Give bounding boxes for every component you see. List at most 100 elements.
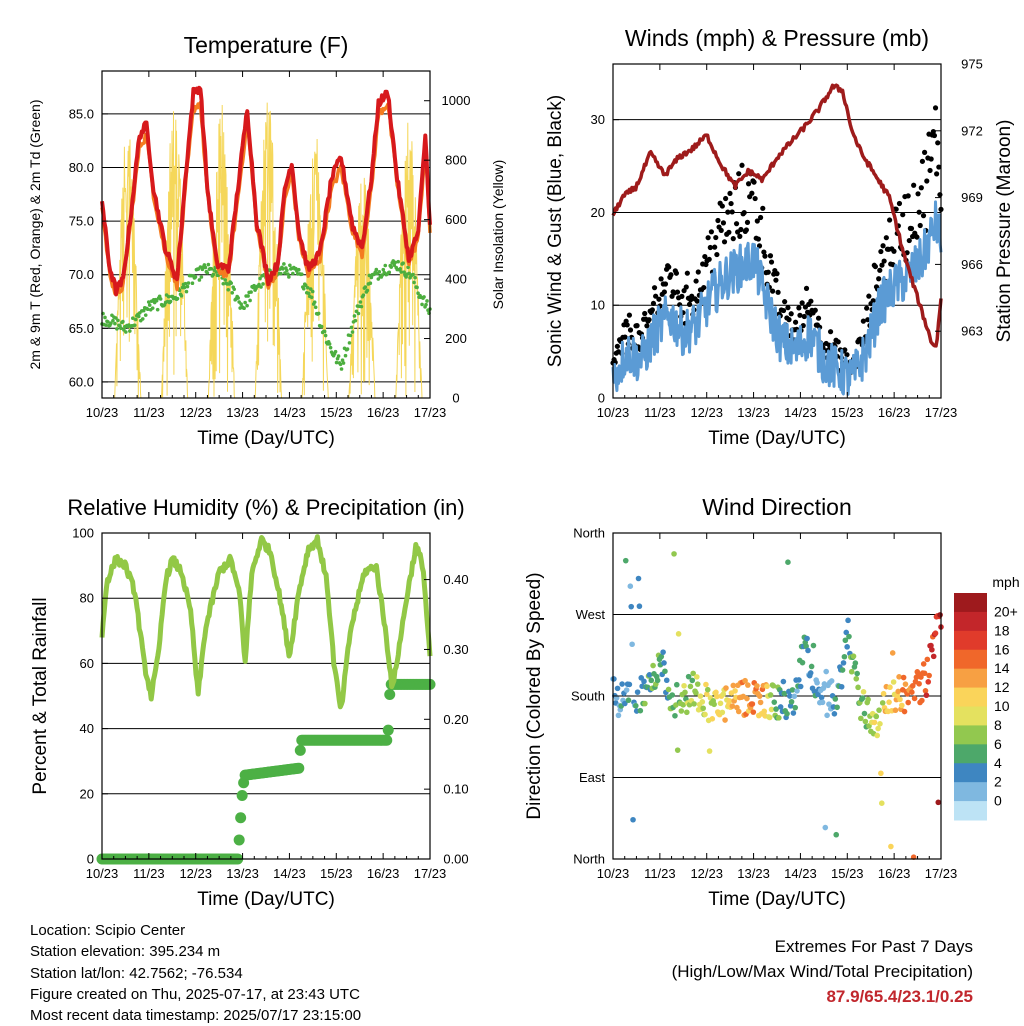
gust-point — [634, 323, 640, 329]
dewpoint-point — [349, 325, 354, 330]
direction-point — [720, 691, 727, 698]
direction-point — [791, 693, 798, 700]
gust-point — [919, 158, 926, 164]
direction-point — [789, 687, 796, 693]
temperature-xtick-label: 12/23 — [179, 405, 212, 420]
dewpoint-point — [158, 297, 163, 301]
temperature-ytick-label: 75.0 — [69, 214, 94, 229]
dewpoint-point — [309, 295, 314, 300]
direction-point — [757, 699, 764, 706]
solar-insolation-line — [114, 139, 142, 399]
gust-point — [893, 206, 899, 212]
dewpoint-point — [340, 358, 345, 363]
colorbar-swatch — [954, 668, 987, 689]
direction-point — [862, 718, 869, 725]
extremes-subtitle: (High/Low/Max Wind/Total Precipitation) — [671, 962, 973, 981]
direction-point — [921, 670, 928, 677]
gust-point — [743, 227, 749, 233]
direction-point — [845, 617, 851, 624]
dewpoint-point — [336, 354, 341, 358]
dewpoint-point — [242, 306, 246, 311]
direction-point — [922, 687, 929, 694]
gust-point — [683, 284, 689, 290]
dewpoint-point — [404, 275, 408, 279]
gust-point — [658, 276, 664, 282]
direction-point — [767, 692, 774, 698]
gust-point — [650, 300, 657, 307]
direction-point — [694, 681, 701, 687]
solar-insolation-line — [301, 138, 329, 399]
colorbar-swatch — [954, 687, 987, 707]
colorbar-swatch — [954, 782, 987, 802]
direction-point — [878, 800, 885, 807]
gust-point — [713, 234, 719, 241]
winds-y2label: Station Pressure (Maroon) — [994, 120, 1015, 343]
gust-point — [762, 253, 768, 259]
dewpoint-point — [147, 303, 152, 307]
direction-point — [804, 635, 810, 642]
wind-direction-xtick-label: 10/23 — [597, 866, 630, 881]
gust-point — [908, 225, 915, 232]
direction-point — [771, 699, 778, 705]
direction-point — [756, 693, 763, 699]
temperature-xtick-label: 17/23 — [414, 405, 447, 420]
temperature-panel: 10/23 11/23 12/23 13/23 14/23 15/23 16/23 17/23… — [27, 32, 506, 449]
direction-point — [625, 697, 632, 704]
dewpoint-point — [303, 283, 308, 288]
gust-point — [773, 277, 779, 283]
direction-point — [693, 690, 699, 696]
colorbar-swatch — [954, 611, 987, 632]
colorbar-label: 14 — [994, 660, 1010, 676]
dewpoint-point — [115, 327, 119, 331]
colorbar-swatch — [954, 649, 987, 670]
wind-direction-data — [610, 551, 944, 860]
direction-point — [635, 575, 642, 582]
direction-point — [880, 690, 887, 697]
gust-point — [922, 149, 928, 155]
direction-point — [925, 679, 932, 685]
dewpoint-point — [258, 276, 262, 281]
dewpoint-series — [100, 259, 432, 371]
dewpoint-point — [363, 285, 368, 289]
dewpoint-point — [287, 275, 291, 279]
colorbar-label: 10 — [994, 698, 1010, 714]
dewpoint-point — [288, 263, 292, 268]
gust-point — [644, 323, 650, 329]
dewpoint-point — [155, 307, 160, 312]
dewpoint-point — [114, 316, 118, 320]
direction-point — [886, 699, 892, 705]
dewpoint-point — [377, 270, 382, 274]
dewpoint-point — [145, 307, 150, 312]
direction-point — [909, 682, 916, 689]
dewpoint-point — [283, 271, 287, 275]
precipitation-point — [384, 689, 396, 701]
direction-point — [895, 688, 901, 695]
humidity-xtick-label: 13/23 — [226, 866, 259, 881]
dewpoint-point — [193, 275, 198, 279]
direction-point — [634, 689, 641, 695]
gust-point — [674, 289, 681, 295]
direction-point — [846, 633, 852, 640]
colorbar-swatch — [954, 593, 987, 613]
temperature-xtick-label: 13/23 — [226, 405, 259, 420]
dewpoint-point — [113, 321, 117, 326]
direction-point — [842, 637, 849, 644]
precipitation-point — [382, 724, 394, 736]
gust-point — [800, 323, 806, 329]
direction-point — [807, 670, 814, 676]
direction-point — [855, 684, 861, 691]
gust-point — [646, 317, 652, 323]
direction-point — [654, 677, 661, 684]
wind-direction-ytick-label: East — [579, 770, 605, 785]
gust-point — [782, 299, 788, 305]
dewpoint-point — [383, 263, 388, 268]
direction-point — [861, 710, 868, 717]
dewpoint-point — [150, 306, 155, 310]
direction-point — [879, 700, 886, 706]
dewpoint-point — [285, 268, 289, 273]
gust-point — [827, 329, 834, 335]
dewpoint-point — [166, 294, 171, 299]
gust-point — [765, 269, 771, 275]
dewpoint-point — [361, 293, 366, 297]
gust-point — [915, 191, 921, 197]
